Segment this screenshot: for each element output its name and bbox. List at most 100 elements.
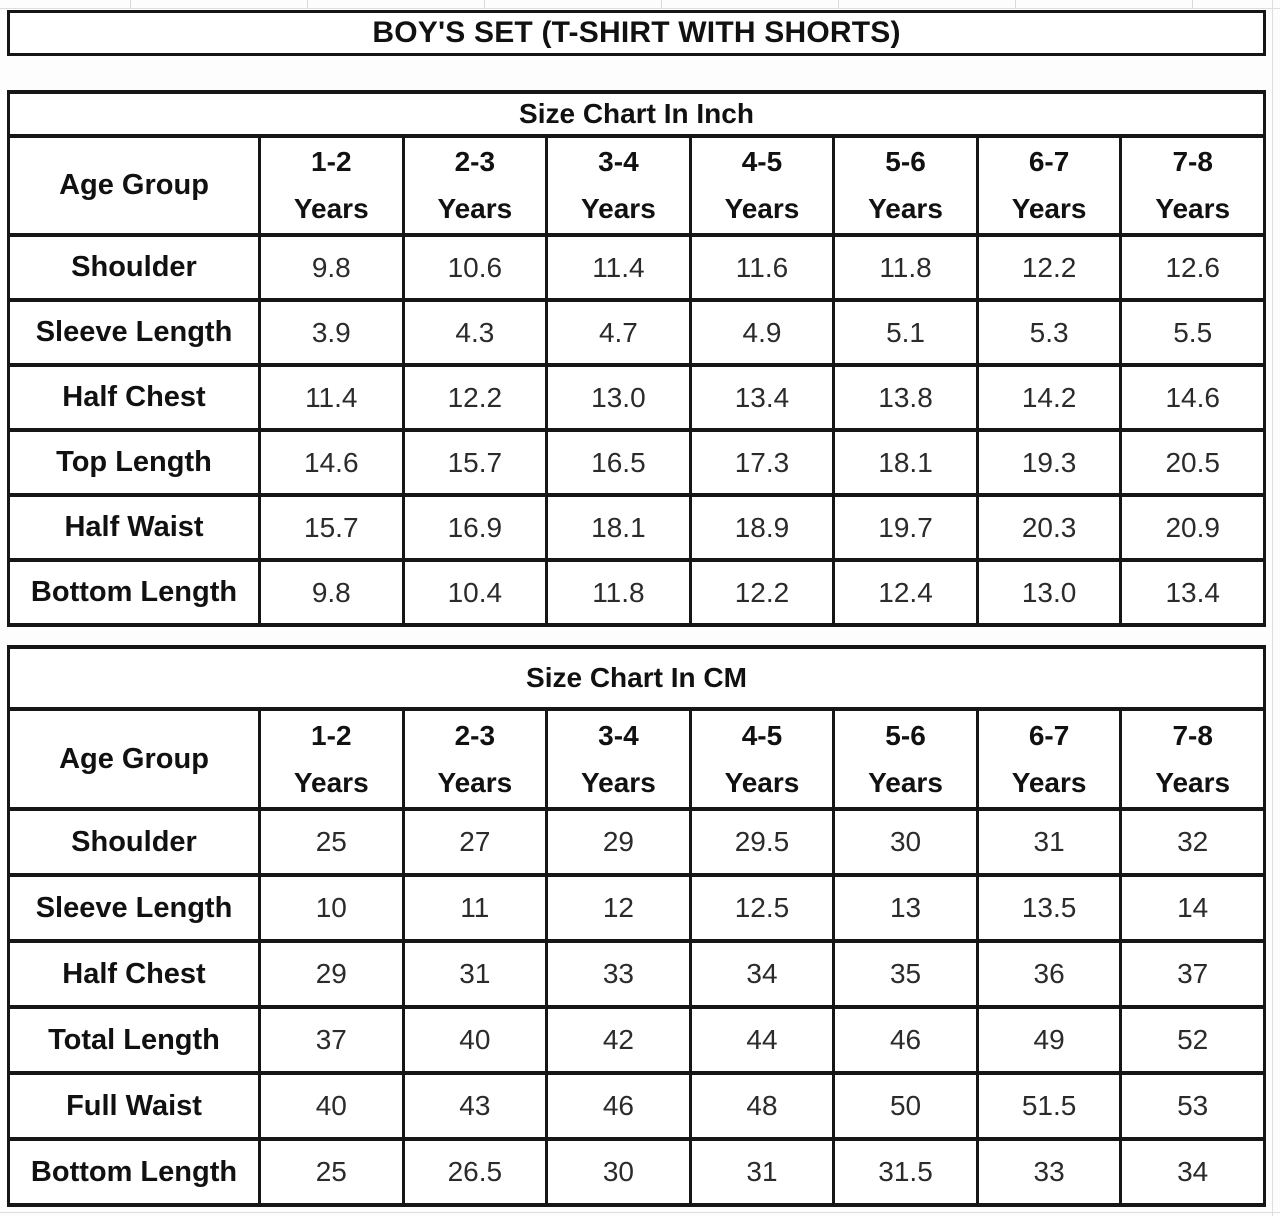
age-col-header: 2-3 Years bbox=[401, 707, 549, 811]
age-col-header: 6-7 Years bbox=[975, 134, 1123, 237]
age-years-word: Years bbox=[293, 193, 369, 224]
age-years-word: Years bbox=[581, 193, 656, 224]
value-cell: 13.0 bbox=[545, 363, 692, 432]
value-cell: 25 bbox=[258, 1137, 405, 1207]
value-cell: 51.5 bbox=[975, 1071, 1123, 1141]
table-row: Sleeve Length 10 11 12 12.5 13 13.5 14 bbox=[7, 873, 1266, 943]
age-range: 1-2 bbox=[311, 146, 352, 177]
age-range: 6-7 bbox=[1028, 719, 1070, 751]
value-cell: 17.3 bbox=[688, 428, 836, 497]
table-row: Half Chest 11.4 12.2 13.0 13.4 13.8 14.2… bbox=[7, 363, 1266, 432]
age-col-header: 7-8 Years bbox=[1119, 134, 1266, 237]
value-cell: 3.9 bbox=[258, 298, 405, 367]
value-cell: 52 bbox=[1119, 1005, 1266, 1075]
value-cell: 13.8 bbox=[832, 363, 979, 432]
row-label: Total Length bbox=[7, 1005, 261, 1075]
value-cell: 30 bbox=[832, 807, 979, 877]
age-years-word: Years bbox=[868, 766, 943, 798]
value-cell: 12.6 bbox=[1119, 233, 1266, 302]
table-row: Shoulder 9.8 10.6 11.4 11.6 11.8 12.2 12… bbox=[7, 233, 1266, 302]
age-years-word: Years bbox=[437, 766, 513, 798]
value-cell: 15.7 bbox=[401, 428, 549, 497]
table-row: Age Group 1-2 Years 2-3 Years 3-4 Years 4-5… bbox=[7, 707, 1266, 811]
value-cell: 25 bbox=[258, 807, 405, 877]
age-col-header: 3-4 Years bbox=[545, 707, 692, 811]
spreadsheet-gridline-horizontal bbox=[0, 8, 1280, 9]
value-cell: 18.1 bbox=[545, 493, 692, 562]
table-row: Half Waist 15.7 16.9 18.1 18.9 19.7 20.3… bbox=[7, 493, 1266, 562]
value-cell: 10.4 bbox=[401, 558, 549, 627]
value-cell: 5.1 bbox=[832, 298, 979, 367]
value-cell: 11.4 bbox=[258, 363, 405, 432]
age-group-header: Age Group bbox=[7, 707, 261, 811]
age-years-word: Years bbox=[581, 766, 656, 798]
value-cell: 20.3 bbox=[975, 493, 1123, 562]
cm-size-table: Size Chart In CM Age Group 1-2 Years 2-3 Y… bbox=[7, 645, 1266, 1207]
row-label: Sleeve Length bbox=[7, 873, 261, 943]
age-range: 6-7 bbox=[1028, 146, 1070, 177]
value-cell: 12 bbox=[545, 873, 692, 943]
age-group-header: Age Group bbox=[7, 134, 261, 237]
row-label: Bottom Length bbox=[7, 1137, 261, 1207]
value-cell: 11.8 bbox=[832, 233, 979, 302]
age-col-header: 5-6 Years bbox=[832, 707, 979, 811]
value-cell: 43 bbox=[401, 1071, 549, 1141]
age-years-word: Years bbox=[1011, 193, 1087, 224]
row-label: Bottom Length bbox=[7, 558, 261, 627]
age-range: 4-5 bbox=[741, 146, 783, 177]
age-col-header: 3-4 Years bbox=[545, 134, 692, 237]
value-cell: 40 bbox=[401, 1005, 549, 1075]
table-row: Bottom Length 25 26.5 30 31 31.5 33 34 bbox=[7, 1137, 1266, 1207]
age-col-header: 1-2 Years bbox=[258, 707, 405, 811]
age-range: 5-6 bbox=[885, 719, 926, 751]
value-cell: 11.8 bbox=[545, 558, 692, 627]
value-cell: 9.8 bbox=[258, 558, 405, 627]
value-cell: 14.6 bbox=[258, 428, 405, 497]
value-cell: 13.4 bbox=[1119, 558, 1266, 627]
value-cell: 10.6 bbox=[401, 233, 549, 302]
age-col-header: 4-5 Years bbox=[688, 707, 836, 811]
value-cell: 15.7 bbox=[258, 493, 405, 562]
value-cell: 16.9 bbox=[401, 493, 549, 562]
value-cell: 33 bbox=[975, 1137, 1123, 1207]
value-cell: 5.3 bbox=[975, 298, 1123, 367]
table-row: Shoulder 25 27 29 29.5 30 31 32 bbox=[7, 807, 1266, 877]
spreadsheet-gridline-right bbox=[1272, 0, 1273, 1216]
value-cell: 9.8 bbox=[258, 233, 405, 302]
value-cell: 46 bbox=[832, 1005, 979, 1075]
value-cell: 48 bbox=[688, 1071, 836, 1141]
value-cell: 13.4 bbox=[688, 363, 836, 432]
age-col-header: 1-2 Years bbox=[258, 134, 405, 237]
value-cell: 31 bbox=[401, 939, 549, 1009]
row-label: Half Chest bbox=[7, 939, 261, 1009]
table-row: Size Chart In CM bbox=[7, 645, 1266, 711]
table-row: Bottom Length 9.8 10.4 11.8 12.2 12.4 13… bbox=[7, 558, 1266, 627]
value-cell: 30 bbox=[545, 1137, 692, 1207]
page-title: BOY'S SET (T-SHIRT WITH SHORTS) bbox=[372, 16, 901, 49]
value-cell: 13 bbox=[832, 873, 979, 943]
value-cell: 4.7 bbox=[545, 298, 692, 367]
value-cell: 12.2 bbox=[688, 558, 836, 627]
value-cell: 14.2 bbox=[975, 363, 1123, 432]
age-col-header: 5-6 Years bbox=[832, 134, 979, 237]
value-cell: 29.5 bbox=[688, 807, 836, 877]
age-years-word: Years bbox=[724, 193, 800, 224]
value-cell: 31.5 bbox=[832, 1137, 979, 1207]
row-label: Half Chest bbox=[7, 363, 261, 432]
value-cell: 14 bbox=[1119, 873, 1266, 943]
age-range: 7-8 bbox=[1172, 719, 1213, 751]
table-row: Sleeve Length 3.9 4.3 4.7 4.9 5.1 5.3 5.… bbox=[7, 298, 1266, 367]
value-cell: 11 bbox=[401, 873, 549, 943]
age-range: 3-4 bbox=[598, 719, 639, 751]
age-col-header: 7-8 Years bbox=[1119, 707, 1266, 811]
value-cell: 4.3 bbox=[401, 298, 549, 367]
value-cell: 53 bbox=[1119, 1071, 1266, 1141]
value-cell: 46 bbox=[545, 1071, 692, 1141]
value-cell: 37 bbox=[258, 1005, 405, 1075]
value-cell: 16.5 bbox=[545, 428, 692, 497]
value-cell: 18.9 bbox=[688, 493, 836, 562]
table-row: Full Waist 40 43 46 48 50 51.5 53 bbox=[7, 1071, 1266, 1141]
row-label: Top Length bbox=[7, 428, 261, 497]
value-cell: 49 bbox=[975, 1005, 1123, 1075]
